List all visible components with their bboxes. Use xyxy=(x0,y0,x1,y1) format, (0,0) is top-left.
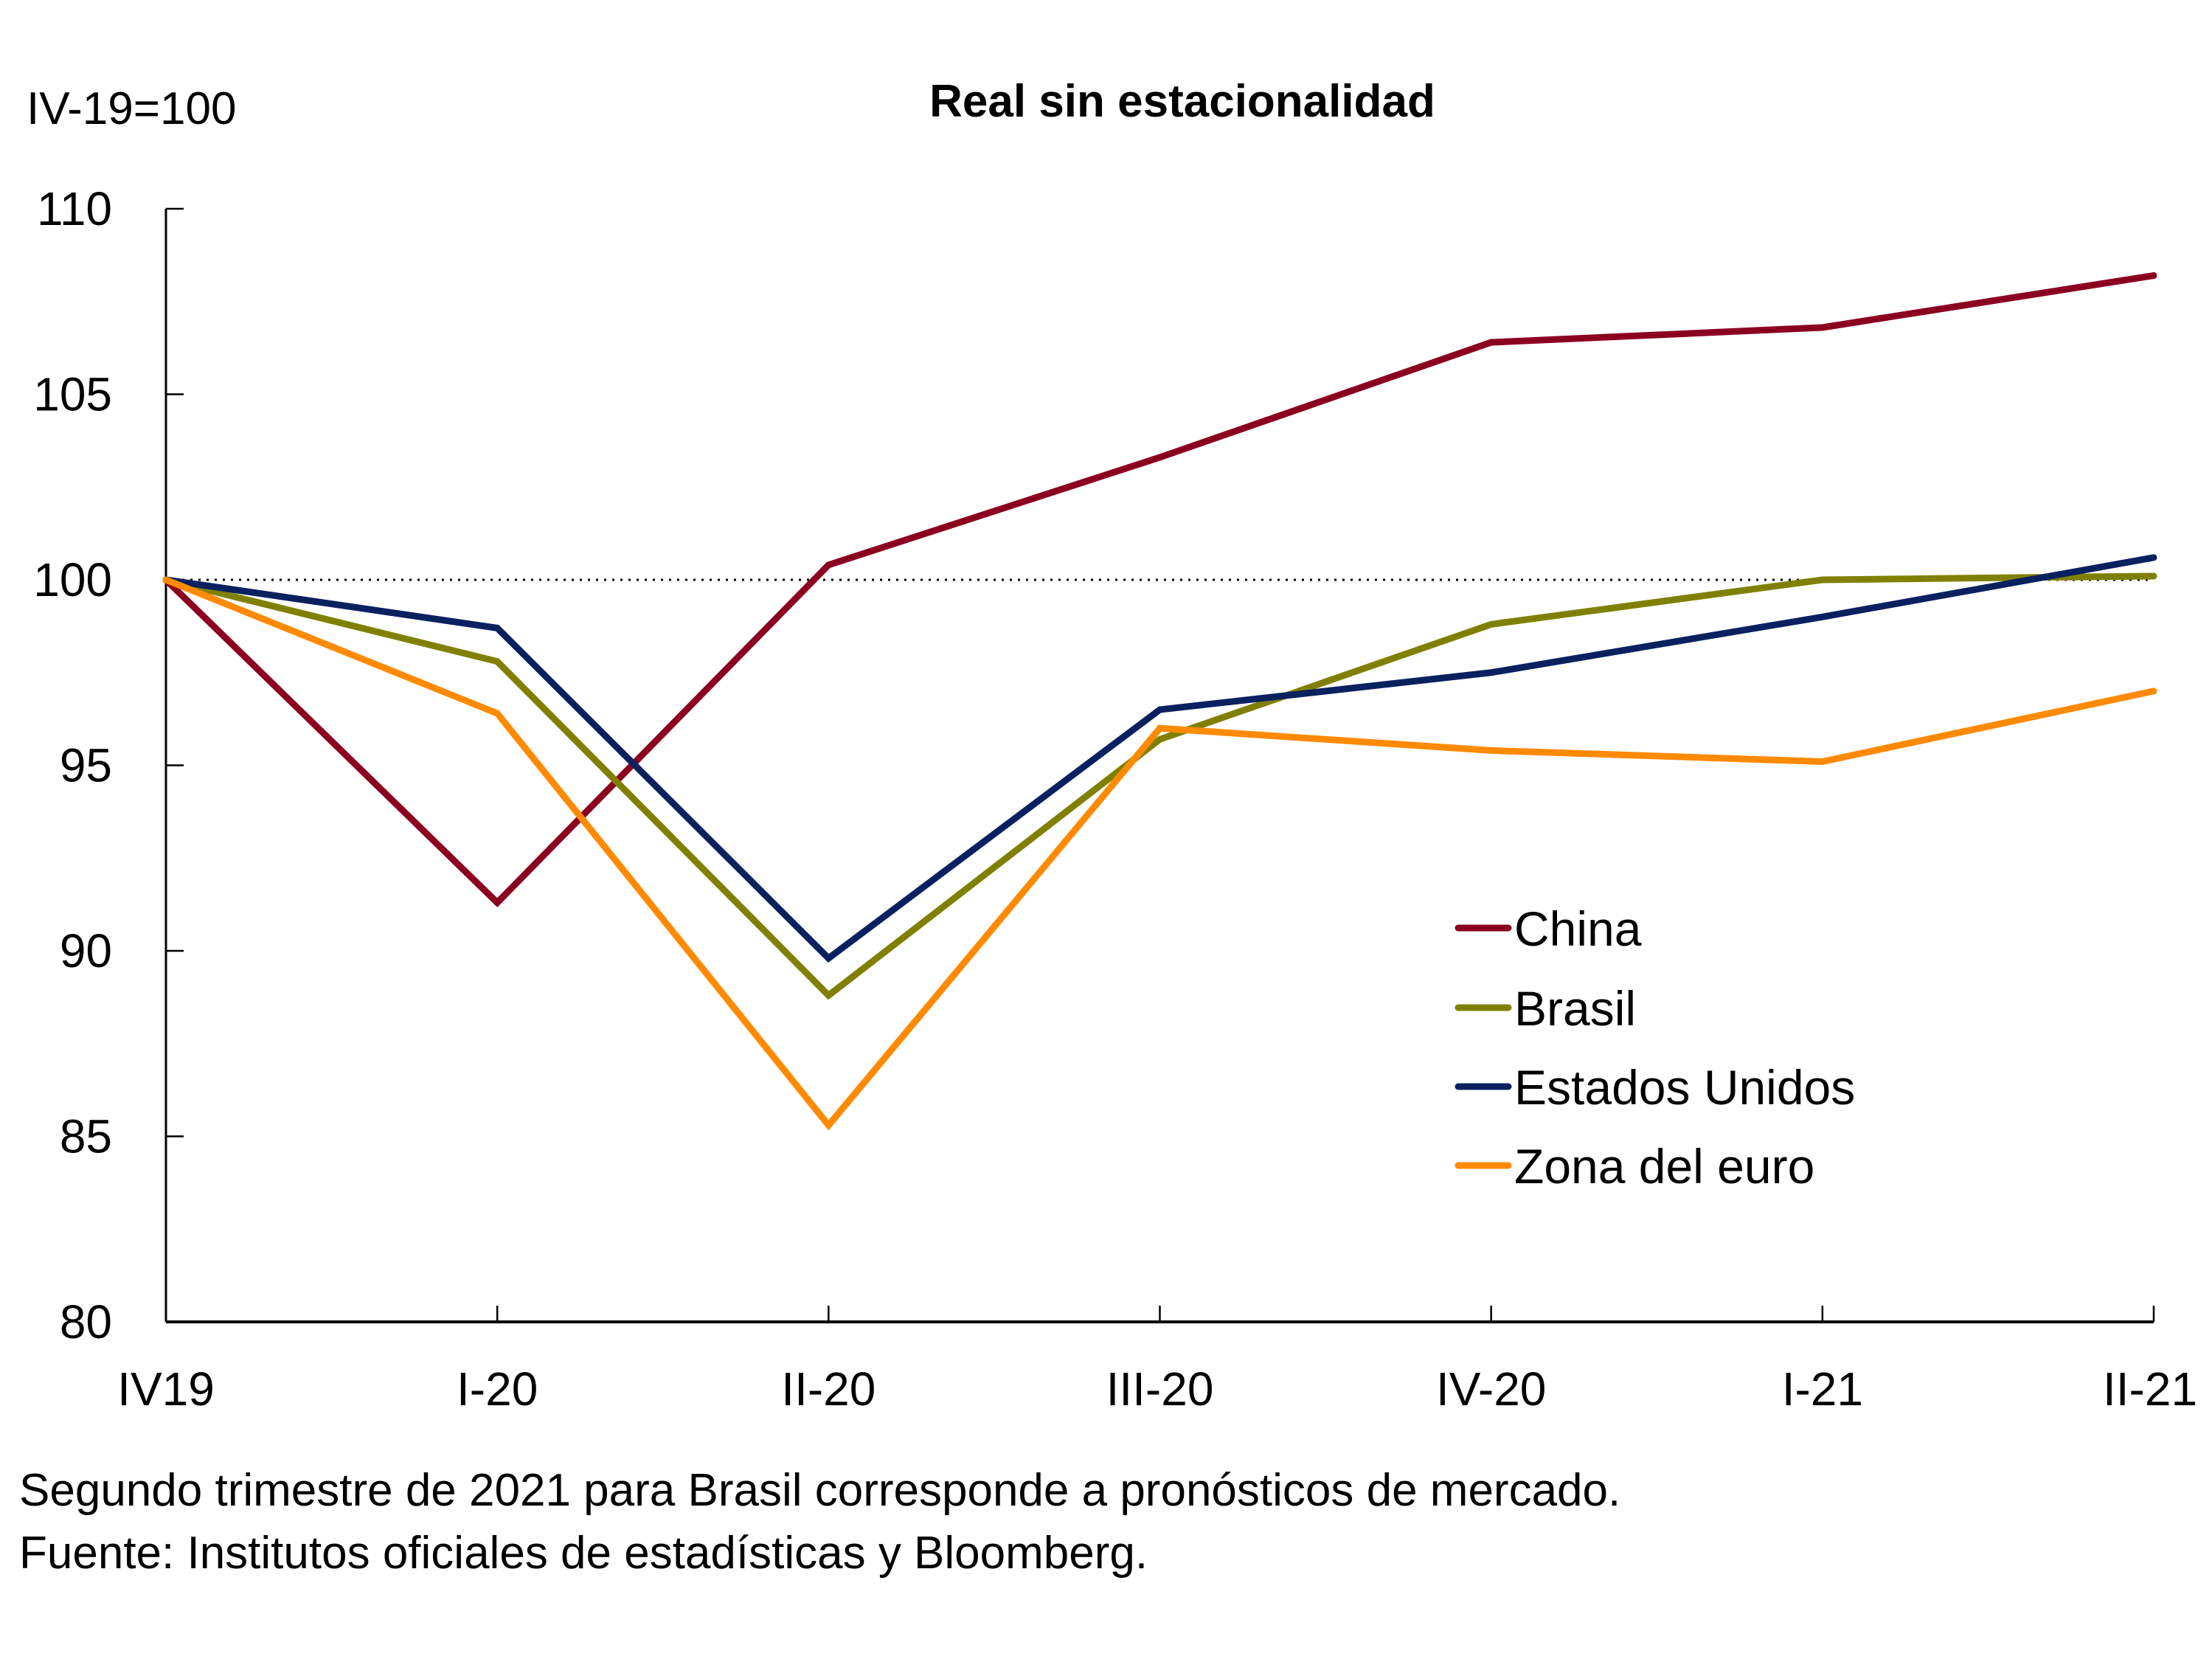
series-line-china xyxy=(162,272,2157,907)
legend-label: Estados Unidos xyxy=(1514,1060,1855,1115)
y-tick-label: 100 xyxy=(33,553,112,606)
x-tick-label: II-21 xyxy=(2103,1362,2197,1416)
legend-label: China xyxy=(1514,901,1642,956)
x-tick-label: IV19 xyxy=(117,1362,215,1416)
x-tick-label: IV-20 xyxy=(1436,1362,1546,1416)
y-tick-label: 85 xyxy=(60,1110,112,1163)
legend-label: Zona del euro xyxy=(1514,1139,1814,1194)
series-line-zona-del-euro xyxy=(162,576,2157,1131)
y-axis-unit-label: IV-19=100 xyxy=(27,83,236,134)
y-tick-label: 110 xyxy=(37,182,112,235)
legend: China Brasil Estados Unidos Zona del euro xyxy=(1455,901,1855,1194)
series-line-brasil xyxy=(162,572,2157,1000)
footnote: Segundo trimestre de 2021 para Brasil co… xyxy=(19,1465,1621,1516)
y-tick-label: 95 xyxy=(60,739,112,792)
y-tick-label: 105 xyxy=(33,368,112,421)
x-tick-label: I-21 xyxy=(1782,1362,1863,1416)
series-group xyxy=(162,272,2157,1131)
x-tick-label: I-20 xyxy=(457,1362,538,1416)
x-tick-label: II-20 xyxy=(781,1362,876,1416)
legend-label: Brasil xyxy=(1514,981,1636,1036)
source-note: Fuente: Institutos oficiales de estadíst… xyxy=(19,1528,1148,1579)
chart-title: Real sin estacionalidad xyxy=(929,76,1435,127)
x-tick-label: III-20 xyxy=(1106,1362,1214,1416)
axes: 80 85 90 95 100 105 110 IV19 I-20 II-20 III-20 IV-2… xyxy=(33,182,2197,1416)
y-tick-label: 90 xyxy=(60,924,112,977)
y-tick-label: 80 xyxy=(60,1295,112,1348)
